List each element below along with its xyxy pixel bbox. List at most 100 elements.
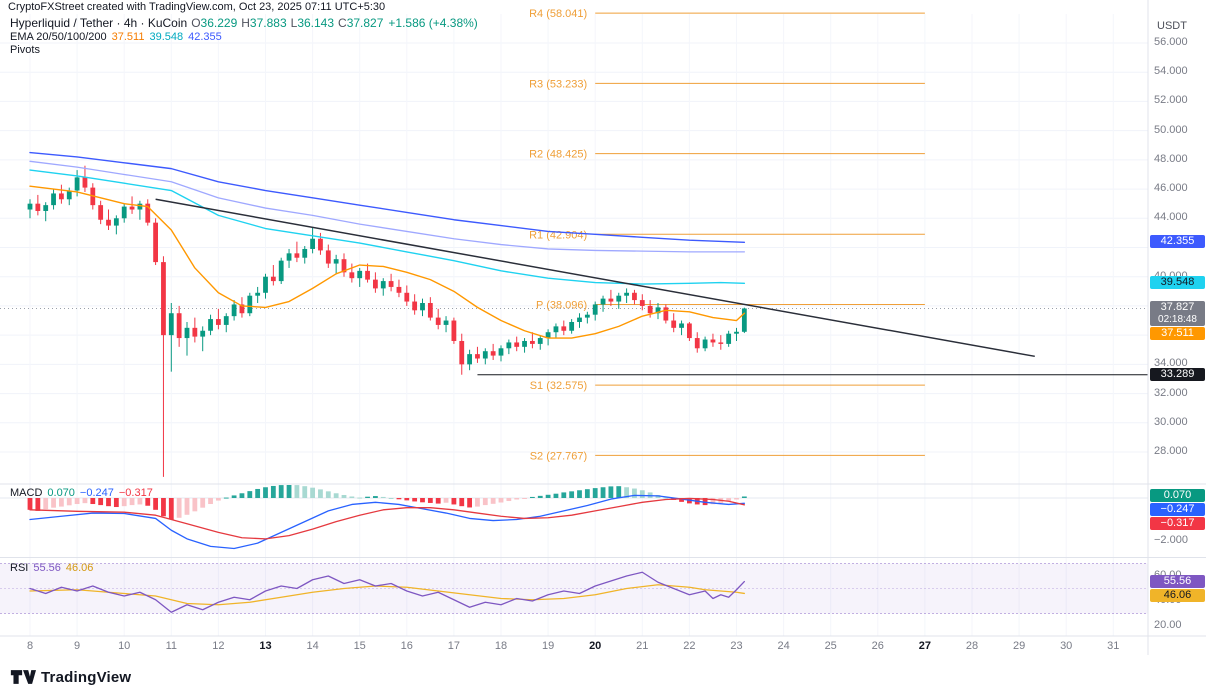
- macd-line: [29, 494, 745, 550]
- date-label-23: 23: [730, 640, 743, 652]
- date-label-28: 28: [965, 640, 979, 652]
- pivots-indicator-title: Pivots: [10, 44, 40, 56]
- pivot-label-P: P (38.096): [536, 300, 587, 312]
- tradingview-logo[interactable]: TradingView: [10, 668, 131, 686]
- axis-price-label-37.827: 37.827 02:18:48: [1150, 301, 1205, 327]
- legend-value: −0.317: [118, 487, 153, 499]
- price-tick: 56.000: [1154, 36, 1188, 48]
- legend-value: 39.548: [149, 31, 184, 43]
- macd-tick: −2.000: [1154, 534, 1188, 546]
- price-tick: 48.000: [1154, 152, 1188, 165]
- rsi-legend-row[interactable]: RSI 55.56 46.06: [10, 562, 93, 575]
- price-tick: 28.000: [1154, 444, 1188, 457]
- legend-value: −0.247: [79, 487, 114, 499]
- rsi-values: 55.56 46.06: [28, 562, 93, 574]
- date-label-8: 8: [26, 640, 34, 652]
- date-label-24: 24: [777, 640, 790, 652]
- ohlc-letter: H: [241, 16, 250, 30]
- date-label-15: 15: [353, 640, 366, 652]
- rsi-ma-line: [29, 584, 745, 606]
- watermark-text: CryptoFXStreet created with TradingView.…: [8, 1, 386, 13]
- ohlc-value: 37.827: [346, 16, 384, 30]
- ema-legend-row[interactable]: EMA 20/50/100/200 37.511 39.548 42.355: [10, 31, 478, 44]
- date-label-25: 25: [824, 640, 837, 652]
- axis-price-label-37.511: 37.511: [1150, 327, 1205, 341]
- axis-price-label-42.355: 42.355: [1150, 235, 1205, 249]
- date-label-13: 13: [259, 640, 272, 652]
- date-label-9: 9: [74, 640, 81, 652]
- ohlc-letter: L: [290, 16, 298, 30]
- macd-legend-row[interactable]: MACD 0.070 −0.247 −0.317: [10, 487, 153, 500]
- rsi-tick: 20.00: [1154, 619, 1182, 631]
- legend-value: 46.06: [65, 562, 94, 574]
- ohlc-letter: O: [191, 16, 201, 30]
- price-tick: 30.000: [1154, 415, 1188, 428]
- ema-indicator-title: EMA 20/50/100/200: [10, 31, 107, 43]
- price-tick: 34.000: [1154, 357, 1188, 370]
- price-tick: 32.000: [1154, 386, 1188, 399]
- panel-separators: [0, 0, 1206, 655]
- rsi-band: [0, 563, 1148, 614]
- chart-legend: Hyperliquid / Tether · 4h · KuCoin O36.22…: [10, 17, 478, 57]
- currency-label: USDT: [1157, 20, 1187, 32]
- candlestick-layer: [27, 165, 747, 477]
- date-label-18: 18: [494, 640, 508, 652]
- macd-signal-line: [29, 497, 745, 540]
- date-label-26: 26: [871, 640, 884, 652]
- change-value: +1.586 (+4.38%): [388, 16, 478, 30]
- price-tick: 46.000: [1154, 182, 1188, 195]
- ohlc-value: 36.143: [297, 16, 335, 30]
- pivot-label-R1: R1 (42.904): [529, 229, 587, 241]
- date-label-29: 29: [1012, 640, 1026, 652]
- pivot-label-S1: S1 (32.575): [530, 380, 587, 392]
- pivot-label-R4: R4 (58.041): [529, 8, 587, 20]
- macd-panel: [0, 485, 1148, 550]
- price-tick: 44.000: [1154, 211, 1188, 224]
- ema100-line: [29, 160, 745, 253]
- macd-values: 0.070 −0.247 −0.317: [42, 487, 152, 499]
- symbol-legend-row[interactable]: Hyperliquid / Tether · 4h · KuCoin O36.22…: [10, 17, 478, 31]
- date-label-27: 27: [918, 640, 932, 652]
- axis-price-label-33.289: 33.289: [1150, 367, 1205, 381]
- axis-price-label-39.548: 39.548: [1150, 276, 1205, 290]
- legend-value: 0.070: [47, 487, 75, 499]
- axis-price-label-0.070: 0.070: [1150, 489, 1205, 503]
- date-label-12: 12: [212, 640, 225, 652]
- symbol-title[interactable]: Hyperliquid / Tether · 4h · KuCoin: [10, 16, 188, 30]
- ema50-line: [29, 169, 746, 285]
- price-tick: 54.000: [1154, 65, 1188, 78]
- axis-price-label-−0.317: −0.317: [1150, 517, 1205, 531]
- ohlc-value: 36.229: [200, 16, 238, 30]
- legend-value: 37.511: [111, 31, 145, 43]
- tradingview-logo-icon: [10, 670, 36, 684]
- date-label-10: 10: [118, 640, 131, 652]
- legend-value: 55.56: [33, 562, 61, 574]
- pivot-label-R2: R2 (48.425): [529, 149, 587, 161]
- date-label-31: 31: [1107, 640, 1120, 652]
- date-label-17: 17: [447, 640, 461, 652]
- ema20-line: [29, 185, 746, 339]
- date-label-22: 22: [683, 640, 696, 652]
- date-label-21: 21: [636, 640, 649, 652]
- date-label-19: 19: [541, 640, 555, 652]
- date-label-16: 16: [400, 640, 413, 652]
- legend-value: 42.355: [188, 31, 222, 43]
- ohlc-value: 37.883: [249, 16, 287, 30]
- descending-trendline[interactable]: [155, 198, 1035, 358]
- date-label-30: 30: [1060, 640, 1073, 652]
- price-tick: 52.000: [1154, 94, 1188, 107]
- axis-price-label-−0.247: −0.247: [1150, 503, 1205, 517]
- macd-indicator-title: MACD: [10, 487, 43, 499]
- price-panel: R4 (58.041) R3 (53.233) R2 (48.425) R1 (42.…: [0, 8, 1148, 477]
- rsi-line: [29, 571, 745, 613]
- ema200-line: [29, 151, 746, 244]
- pivot-label-R3: R3 (53.233): [529, 78, 587, 90]
- pivots-legend-row[interactable]: Pivots: [10, 44, 478, 57]
- ohlc-values: O36.229 H37.883 L36.143 C37.827: [187, 16, 384, 30]
- date-label-11: 11: [165, 640, 178, 652]
- date-label-20: 20: [589, 640, 602, 652]
- price-tick: 50.000: [1154, 123, 1188, 136]
- tradingview-brand-text: TradingView: [41, 668, 132, 686]
